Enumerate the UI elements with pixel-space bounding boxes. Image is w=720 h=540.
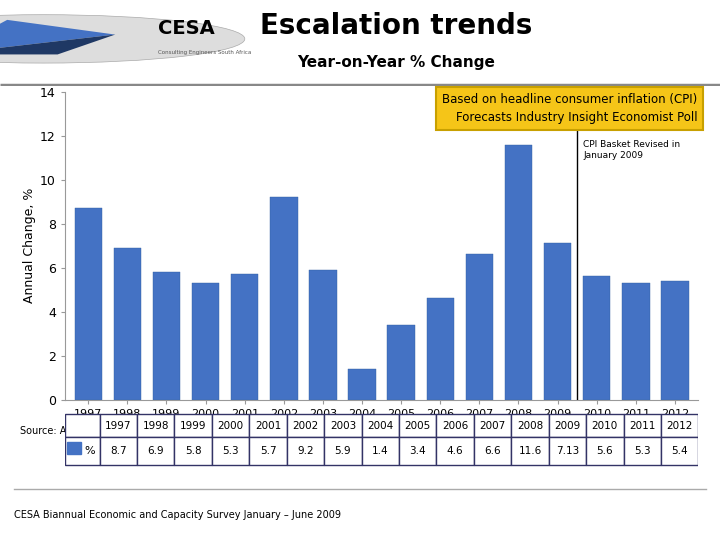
FancyBboxPatch shape	[586, 437, 624, 465]
Bar	[270, 197, 297, 400]
Text: 5.4: 5.4	[671, 446, 688, 456]
Polygon shape	[0, 20, 115, 55]
Text: 9.2: 9.2	[297, 446, 314, 456]
FancyBboxPatch shape	[287, 437, 324, 465]
Text: Year-on-Year % Change: Year-on-Year % Change	[297, 55, 495, 70]
Text: Consulting Engineers South Africa: Consulting Engineers South Africa	[158, 50, 252, 55]
Polygon shape	[0, 35, 115, 55]
Text: %: %	[84, 446, 94, 456]
Bar	[505, 145, 532, 400]
Bar	[310, 270, 337, 400]
Text: 2003: 2003	[330, 421, 356, 431]
Text: CESA: CESA	[158, 19, 215, 38]
FancyBboxPatch shape	[436, 414, 474, 437]
Bar	[583, 276, 611, 400]
FancyBboxPatch shape	[137, 437, 174, 465]
Text: 6.6: 6.6	[485, 446, 501, 456]
Text: 2004: 2004	[367, 421, 393, 431]
FancyBboxPatch shape	[68, 442, 81, 454]
Text: 2012: 2012	[667, 421, 693, 431]
Text: CPI Basket Revised in
January 2009: CPI Basket Revised in January 2009	[583, 140, 680, 160]
FancyBboxPatch shape	[511, 414, 549, 437]
Text: 8.7: 8.7	[110, 446, 127, 456]
FancyBboxPatch shape	[399, 414, 436, 437]
Bar	[426, 299, 454, 400]
Text: 2001: 2001	[255, 421, 282, 431]
Text: 6.9: 6.9	[148, 446, 164, 456]
Bar	[661, 281, 688, 400]
FancyBboxPatch shape	[65, 437, 99, 465]
FancyBboxPatch shape	[212, 414, 249, 437]
FancyBboxPatch shape	[474, 437, 511, 465]
Text: Source: ABSA: Source: ABSA	[20, 426, 86, 436]
FancyBboxPatch shape	[324, 437, 361, 465]
Text: 5.6: 5.6	[597, 446, 613, 456]
Bar	[153, 272, 180, 400]
Bar	[387, 325, 415, 400]
Text: Escalation trends: Escalation trends	[260, 12, 532, 40]
Text: 1998: 1998	[143, 421, 169, 431]
FancyBboxPatch shape	[624, 437, 661, 465]
FancyBboxPatch shape	[137, 414, 174, 437]
FancyBboxPatch shape	[65, 414, 99, 437]
FancyBboxPatch shape	[361, 414, 399, 437]
Text: 2006: 2006	[442, 421, 468, 431]
FancyBboxPatch shape	[436, 437, 474, 465]
Text: 5.9: 5.9	[335, 446, 351, 456]
Text: 1.4: 1.4	[372, 446, 389, 456]
Bar	[75, 208, 102, 400]
FancyBboxPatch shape	[586, 414, 624, 437]
Text: 2000: 2000	[217, 421, 243, 431]
FancyBboxPatch shape	[661, 414, 698, 437]
Text: 5.3: 5.3	[634, 446, 651, 456]
Bar	[231, 274, 258, 400]
Text: Based on headline consumer inflation (CPI)
Forecasts Industry Insight Economist : Based on headline consumer inflation (CP…	[442, 93, 697, 124]
FancyBboxPatch shape	[287, 414, 324, 437]
Bar	[114, 248, 141, 400]
Text: 5.7: 5.7	[260, 446, 276, 456]
FancyBboxPatch shape	[661, 437, 698, 465]
Text: 1997: 1997	[105, 421, 132, 431]
FancyBboxPatch shape	[174, 414, 212, 437]
Text: 2005: 2005	[405, 421, 431, 431]
FancyBboxPatch shape	[624, 414, 661, 437]
FancyBboxPatch shape	[549, 414, 586, 437]
Text: 2007: 2007	[480, 421, 505, 431]
FancyBboxPatch shape	[324, 414, 361, 437]
Y-axis label: Annual Change, %: Annual Change, %	[23, 188, 36, 303]
FancyBboxPatch shape	[249, 414, 287, 437]
Bar	[466, 254, 493, 400]
Circle shape	[0, 15, 245, 63]
Bar	[348, 369, 376, 400]
FancyBboxPatch shape	[399, 437, 436, 465]
Text: 3.4: 3.4	[410, 446, 426, 456]
FancyBboxPatch shape	[174, 437, 212, 465]
FancyBboxPatch shape	[99, 437, 137, 465]
Text: 1999: 1999	[180, 421, 207, 431]
FancyBboxPatch shape	[511, 437, 549, 465]
FancyBboxPatch shape	[549, 437, 586, 465]
Text: CESA Biannual Economic and Capacity Survey January – June 2009: CESA Biannual Economic and Capacity Surv…	[14, 510, 341, 521]
FancyBboxPatch shape	[99, 414, 137, 437]
Bar	[192, 283, 220, 400]
Bar	[622, 283, 649, 400]
Text: 11.6: 11.6	[518, 446, 541, 456]
FancyBboxPatch shape	[212, 437, 249, 465]
Text: 7.13: 7.13	[556, 446, 579, 456]
FancyBboxPatch shape	[249, 437, 287, 465]
Text: 5.8: 5.8	[185, 446, 202, 456]
Text: 2010: 2010	[592, 421, 618, 431]
Text: 2011: 2011	[629, 421, 655, 431]
FancyBboxPatch shape	[361, 437, 399, 465]
Text: 2008: 2008	[517, 421, 543, 431]
Text: 4.6: 4.6	[447, 446, 464, 456]
Text: 2002: 2002	[292, 421, 318, 431]
Text: 5.3: 5.3	[222, 446, 239, 456]
Text: 2009: 2009	[554, 421, 580, 431]
FancyBboxPatch shape	[474, 414, 511, 437]
Bar	[544, 243, 571, 400]
